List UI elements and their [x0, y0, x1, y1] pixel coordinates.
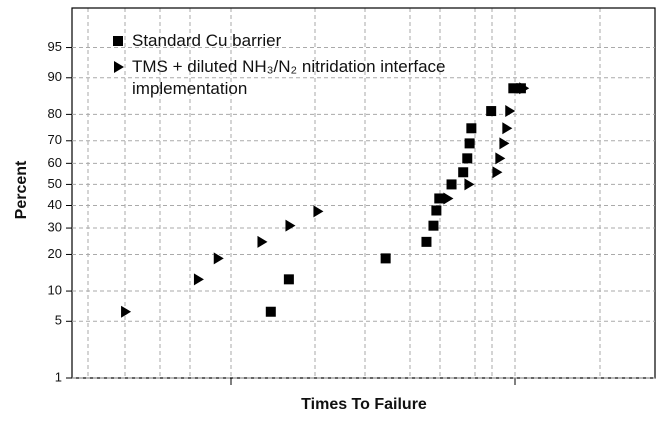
marker — [492, 166, 503, 179]
marker — [499, 137, 510, 150]
y-tick-label: 30 — [48, 219, 62, 234]
marker — [313, 205, 324, 218]
marker — [380, 253, 391, 264]
marker — [431, 205, 442, 216]
marker — [466, 123, 477, 134]
y-tick-label: 70 — [48, 132, 62, 147]
marker — [283, 274, 294, 285]
marker — [486, 106, 497, 117]
marker — [121, 305, 132, 318]
y-tick-label: 90 — [48, 69, 62, 84]
y-tick-label: 50 — [48, 176, 62, 191]
legend-entry: TMS + diluted NH₃/N₂ nitridation interfa… — [110, 56, 510, 100]
marker — [434, 193, 445, 204]
y-tick-label: 10 — [48, 282, 62, 297]
y-tick-label: 80 — [48, 106, 62, 121]
legend-label: TMS + diluted NH₃/N₂ nitridation interfa… — [132, 57, 446, 98]
marker — [508, 83, 519, 94]
marker — [505, 105, 516, 118]
marker — [257, 235, 268, 248]
marker — [113, 36, 123, 46]
legend-symbol — [114, 61, 124, 73]
y-tick-label: 20 — [48, 246, 62, 261]
marker — [464, 178, 475, 191]
x-axis-title: Times To Failure — [301, 396, 427, 413]
marker — [462, 153, 473, 164]
legend-entry: Standard Cu barrier — [110, 30, 510, 52]
x-grid — [87, 8, 601, 385]
marker — [428, 220, 439, 231]
marker — [443, 192, 454, 205]
marker — [285, 219, 296, 232]
marker — [446, 179, 457, 190]
marker — [114, 61, 124, 73]
y-tick-label: 40 — [48, 197, 62, 212]
marker — [421, 236, 432, 247]
plot-frame — [71, 7, 656, 379]
marker — [458, 167, 469, 178]
y-tick-label: 1 — [55, 369, 62, 384]
y-tick-label: 60 — [48, 155, 62, 170]
legend: Standard Cu barrier TMS + diluted NH₃/N₂ … — [110, 30, 510, 104]
marker — [502, 122, 513, 135]
legend-label: Standard Cu barrier — [132, 31, 282, 50]
marker — [265, 306, 276, 317]
y-tick-label: 95 — [48, 39, 62, 54]
marker — [464, 138, 475, 149]
y-tick-label: 5 — [55, 313, 62, 328]
legend-symbol — [113, 36, 123, 46]
marker — [193, 273, 204, 286]
marker — [213, 252, 224, 265]
y-axis-title: Percent — [13, 160, 30, 219]
marker — [519, 82, 530, 95]
marker — [495, 152, 506, 165]
